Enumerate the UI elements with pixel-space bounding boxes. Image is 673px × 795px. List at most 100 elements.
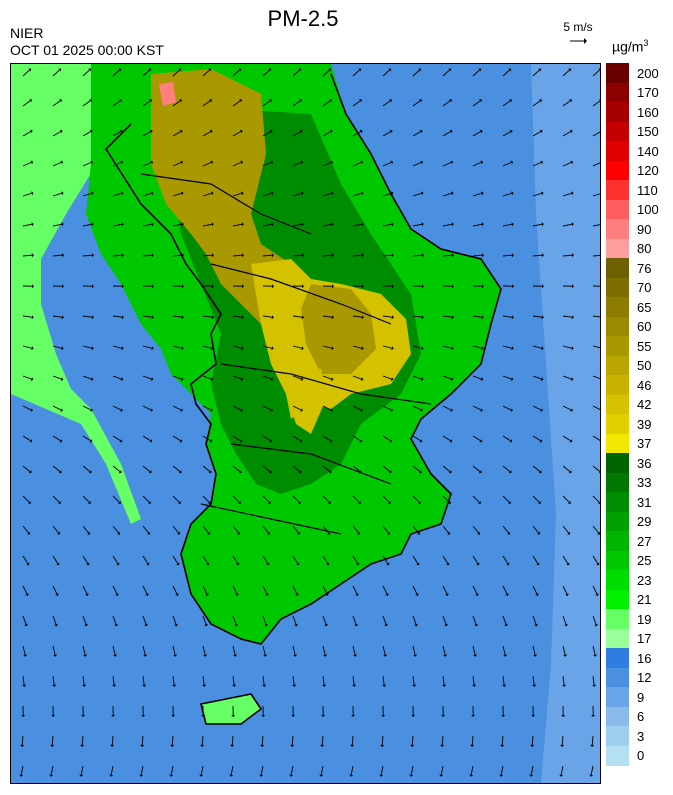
wind-arrow-head-icon (564, 623, 568, 627)
color-legend-bar (606, 63, 629, 766)
wind-arrow-head-icon (203, 654, 208, 657)
wind-arrow-icon (442, 585, 448, 595)
wind-arrow-head-icon (559, 774, 564, 777)
wind-arrow-icon (52, 131, 62, 137)
wind-arrow-head-icon (19, 774, 24, 777)
wind-arrow-head-icon (199, 774, 204, 777)
legend-label: 29 (637, 514, 652, 530)
wind-arrow-head-icon (58, 470, 62, 474)
wind-arrow-icon (382, 555, 389, 564)
wind-arrow-icon (202, 555, 209, 564)
wind-arrow-icon (352, 675, 355, 685)
wind-arrow-icon (502, 585, 508, 595)
wind-arrow-icon (81, 735, 84, 746)
wind-arrow-icon (112, 435, 121, 442)
wind-arrow-head-icon (299, 99, 302, 103)
wind-arrow-head-icon (143, 654, 148, 657)
wind-arrow-icon (262, 555, 269, 564)
wind-arrow-icon (592, 465, 600, 472)
wind-arrow-icon (202, 435, 211, 442)
wind-arrow-icon (82, 435, 91, 442)
wind-arrow-icon (592, 131, 600, 137)
wind-arrow-icon (592, 645, 596, 655)
wind-arrow-head-icon (209, 129, 213, 134)
wind-arrow-icon (22, 192, 32, 197)
legend-swatch (606, 258, 629, 278)
wind-arrow-head-icon (509, 439, 513, 443)
wind-arrow-head-icon (60, 191, 64, 196)
wind-arrow-head-icon (359, 99, 362, 103)
wind-arrow-icon (142, 254, 153, 257)
wind-arrow-head-icon (361, 222, 364, 227)
wind-arrow-head-icon (329, 129, 333, 134)
wind-arrow-icon (112, 375, 122, 380)
wind-arrow-icon (472, 131, 482, 137)
wind-arrow-head-icon (567, 500, 571, 504)
wind-arrow-icon (22, 585, 28, 595)
wind-arrow-head-icon (470, 744, 475, 747)
legend-swatch (606, 453, 629, 473)
wind-arrow-icon (352, 131, 362, 137)
wind-arrow-icon (292, 615, 297, 625)
wind-arrow-head-icon (450, 191, 454, 196)
wind-arrow-head-icon (173, 654, 178, 657)
wind-arrow-head-icon (535, 593, 539, 596)
wind-arrow-icon (52, 465, 61, 472)
wind-arrow-icon (352, 375, 362, 380)
wind-arrow-icon (232, 435, 241, 442)
wind-arrow-icon (262, 131, 272, 137)
wind-arrow-icon (442, 161, 452, 167)
wind-arrow-head-icon (421, 346, 424, 351)
wind-arrow-icon (530, 765, 534, 775)
wind-arrow-icon (140, 765, 144, 775)
wind-arrow-icon (562, 345, 572, 349)
wind-arrow-icon (201, 735, 204, 746)
wind-arrow-head-icon (181, 253, 184, 258)
wind-arrow-icon (412, 585, 418, 595)
wind-arrow-icon (172, 615, 177, 625)
wind-arrow-head-icon (445, 593, 449, 596)
wind-arrow-icon (22, 161, 32, 167)
wind-arrow-head-icon (269, 129, 273, 134)
wind-arrow-icon (472, 375, 482, 380)
wind-arrow-head-icon (541, 222, 544, 227)
wind-arrow-head-icon (560, 744, 565, 747)
wind-arrow-icon (562, 254, 573, 257)
wind-arrow-icon (382, 131, 392, 137)
wind-arrow-head-icon (25, 593, 29, 596)
wind-arrow-icon (532, 555, 539, 564)
wind-arrow-icon (232, 525, 239, 534)
wind-arrow-icon (82, 345, 92, 349)
wind-arrow-head-icon (59, 439, 63, 443)
map-panel (10, 63, 601, 784)
wind-arrow-icon (22, 495, 30, 503)
wind-arrow-head-icon (51, 714, 56, 717)
wind-arrow-head-icon (298, 68, 302, 72)
wind-arrow-icon (22, 223, 32, 227)
seoul-olive-plume (151, 69, 291, 324)
wind-arrow-head-icon (448, 68, 452, 72)
wind-arrow-icon (322, 192, 332, 197)
wind-arrow-icon (292, 435, 301, 442)
wind-arrow-head-icon (561, 714, 566, 717)
wind-arrow-head-icon (175, 593, 179, 596)
wind-arrow-head-icon (442, 684, 447, 687)
wind-arrow-icon (412, 525, 419, 534)
wind-arrow-icon (412, 192, 422, 197)
wind-arrow-icon (532, 435, 541, 442)
legend-label: 90 (637, 221, 652, 237)
wind-arrow-head-icon (211, 284, 214, 289)
wind-arrow-head-icon (178, 470, 182, 474)
legend-swatch (606, 609, 629, 629)
wind-arrow-head-icon (90, 408, 93, 412)
wind-arrow-icon (232, 131, 242, 137)
wind-arrow-head-icon (386, 562, 390, 566)
wind-arrow-icon (412, 375, 422, 380)
wind-arrow-head-icon (241, 253, 244, 258)
wind-arrow-icon (142, 100, 151, 107)
wind-arrow-icon (142, 675, 145, 685)
legend-label: 3 (637, 728, 645, 744)
wind-arrow-icon (290, 765, 294, 775)
legend-swatch (606, 277, 629, 298)
legend-swatch (606, 102, 629, 122)
